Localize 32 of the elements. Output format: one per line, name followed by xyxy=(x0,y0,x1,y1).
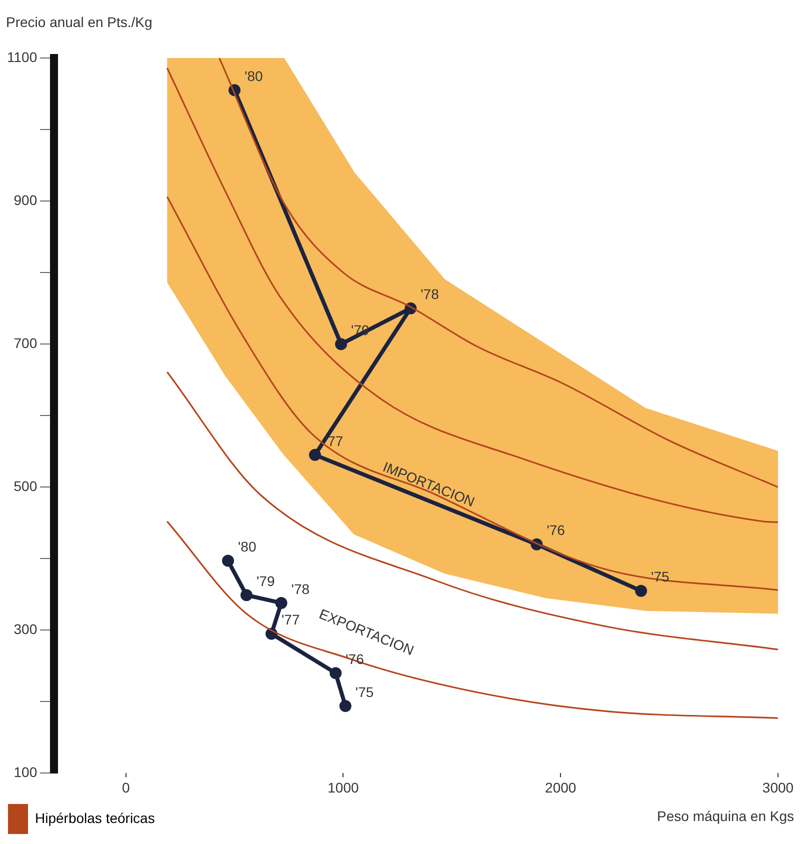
point xyxy=(635,584,648,597)
x-axis-title: Peso máquina en Kgs xyxy=(657,808,794,824)
line-series xyxy=(166,67,778,523)
annotation: '76 xyxy=(546,522,566,538)
point xyxy=(275,596,288,609)
legend-label: Hipérbolas teóricas xyxy=(35,810,155,826)
y-tick-label: 300 xyxy=(14,621,38,638)
line-series xyxy=(166,520,778,719)
y-tick-label: 1100 xyxy=(6,48,38,65)
annotation: '80 xyxy=(238,538,256,555)
x-tick-label: 3000 xyxy=(762,779,794,796)
point xyxy=(330,667,342,680)
point xyxy=(240,589,252,602)
point xyxy=(308,448,321,461)
x-tick-label: 1000 xyxy=(328,779,360,796)
annotation: '78 xyxy=(291,580,310,597)
y-tick-label: 700 xyxy=(14,334,38,351)
y-tick-label: 500 xyxy=(14,478,38,494)
y-tick-label: 900 xyxy=(14,192,38,208)
point xyxy=(335,338,348,350)
annotation: '79 xyxy=(256,572,275,589)
annotation: '78 xyxy=(420,286,440,302)
annotation: '75 xyxy=(355,684,374,700)
point xyxy=(339,700,352,712)
annotation: '80 xyxy=(244,68,263,84)
x-tick-label: 0 xyxy=(122,779,130,796)
annotation: '77 xyxy=(324,432,344,449)
point xyxy=(222,554,234,567)
y-tick-label: 100 xyxy=(14,764,38,780)
annotation: '77 xyxy=(281,612,300,628)
y-axis-title: Precio anual en Pts./Kg xyxy=(6,14,152,30)
x-tick-label: 2000 xyxy=(545,779,576,796)
